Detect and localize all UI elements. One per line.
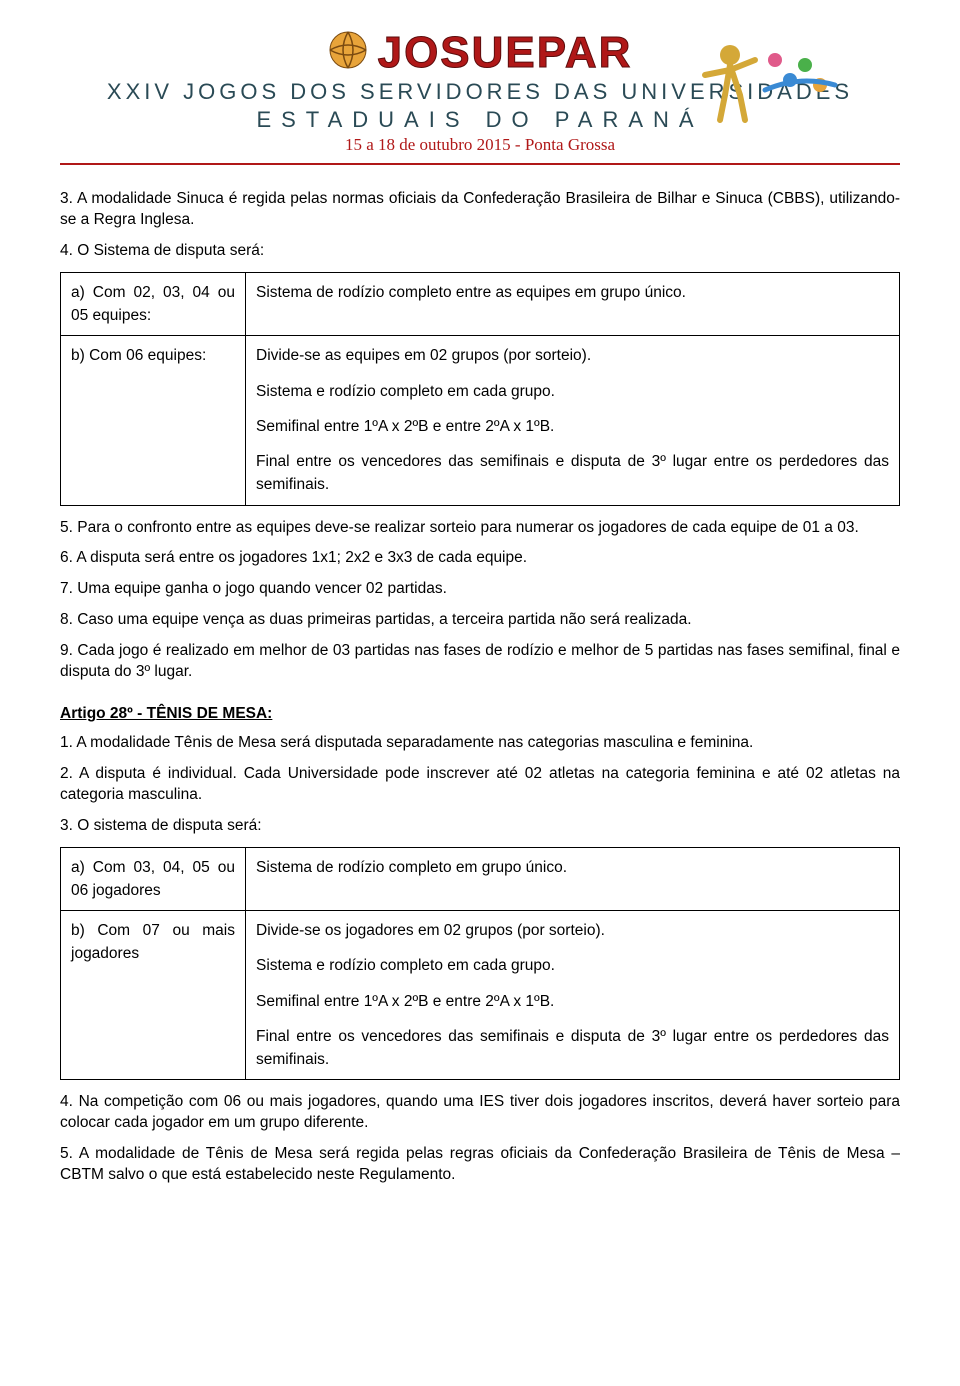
cell-line: Sistema e rodízio completo em cada grupo… — [256, 954, 889, 977]
rule-4-intro: 4. O Sistema de disputa será: — [60, 241, 900, 262]
cell-line: Final entre os vencedores das semifinais… — [256, 1025, 889, 1072]
art28-rule-3-intro: 3. O sistema de disputa será: — [60, 816, 900, 837]
art28-rule-1: 1. A modalidade Tênis de Mesa será dispu… — [60, 733, 900, 754]
cell-line: Divide-se as equipes em 02 grupos (por s… — [256, 344, 889, 367]
table-cell-left: b) Com 07 ou mais jogadores — [61, 911, 246, 1080]
rule-8: 8. Caso uma equipe vença as duas primeir… — [60, 610, 900, 631]
cell-line: Divide-se os jogadores em 02 grupos (por… — [256, 919, 889, 942]
table-row: a) Com 02, 03, 04 ou 05 equipes: Sistema… — [61, 272, 900, 336]
table-cell-left: a) Com 02, 03, 04 ou 05 equipes: — [61, 272, 246, 336]
art28-rule-5: 5. A modalidade de Tênis de Mesa será re… — [60, 1144, 900, 1186]
table-row: a) Com 03, 04, 05 ou 06 jogadores Sistem… — [61, 847, 900, 911]
cell-line: Semifinal entre 1ºA x 2ºB e entre 2ºA x … — [256, 415, 889, 438]
rule-9: 9. Cada jogo é realizado em melhor de 03… — [60, 641, 900, 683]
dispute-table-2: a) Com 03, 04, 05 ou 06 jogadores Sistem… — [60, 847, 900, 1081]
table-cell-right: Sistema de rodízio completo entre as equ… — [246, 272, 900, 336]
table-row: b) Com 07 ou mais jogadores Divide-se os… — [61, 911, 900, 1080]
rule-6: 6. A disputa será entre os jogadores 1x1… — [60, 548, 900, 569]
article-28-heading: Artigo 28º - TÊNIS DE MESA: — [60, 705, 900, 723]
table-row: b) Com 06 equipes: Divide-se as equipes … — [61, 336, 900, 505]
art28-rule-2: 2. A disputa é individual. Cada Universi… — [60, 764, 900, 806]
art28-rule-4: 4. Na competição com 06 ou mais jogadore… — [60, 1092, 900, 1134]
rule-7: 7. Uma equipe ganha o jogo quando vencer… — [60, 579, 900, 600]
document-page: JOSUEPAR XXIV JOGOS DOS SERVIDORES DAS U… — [0, 0, 960, 1236]
table-cell-right: Divide-se as equipes em 02 grupos (por s… — [246, 336, 900, 505]
table-cell-right: Divide-se os jogadores em 02 grupos (por… — [246, 911, 900, 1080]
table-cell-left: b) Com 06 equipes: — [61, 336, 246, 505]
logo-text: JOSUEPAR — [378, 31, 633, 75]
rule-3: 3. A modalidade Sinuca é regida pelas no… — [60, 189, 900, 231]
rule-5: 5. Para o confronto entre as equipes dev… — [60, 518, 900, 539]
dispute-table-1: a) Com 02, 03, 04 ou 05 equipes: Sistema… — [60, 272, 900, 506]
table-cell-right: Sistema de rodízio completo em grupo úni… — [246, 847, 900, 911]
header-divider — [60, 163, 900, 165]
mascot-icon — [690, 30, 840, 135]
ball-icon — [328, 30, 368, 75]
header-date-line: 15 a 18 de outubro 2015 - Ponta Grossa — [60, 135, 900, 155]
cell-line: Sistema e rodízio completo em cada grupo… — [256, 380, 889, 403]
table-cell-left: a) Com 03, 04, 05 ou 06 jogadores — [61, 847, 246, 911]
cell-line: Semifinal entre 1ºA x 2ºB e entre 2ºA x … — [256, 990, 889, 1013]
cell-line: Final entre os vencedores das semifinais… — [256, 450, 889, 497]
header-wrap: JOSUEPAR XXIV JOGOS DOS SERVIDORES DAS U… — [60, 30, 900, 155]
